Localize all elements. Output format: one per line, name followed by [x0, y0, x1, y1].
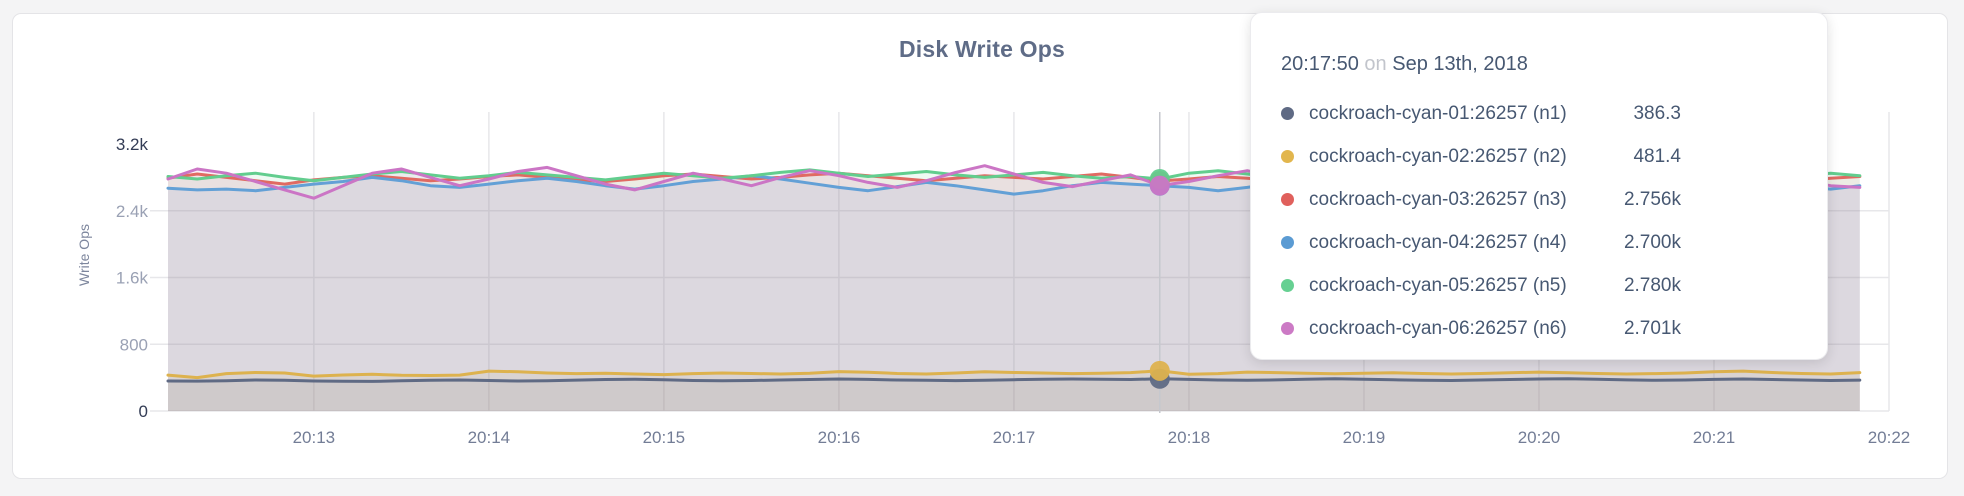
tooltip-row: cockroach-cyan-03:26257 (n3) 2.756k — [1281, 178, 1799, 221]
tooltip-row: cockroach-cyan-06:26257 (n6) 2.701k — [1281, 307, 1799, 350]
x-tick-label: 20:14 — [468, 428, 511, 447]
series-color-dot-icon — [1281, 150, 1294, 163]
hover-point-dot — [1149, 175, 1170, 196]
x-tick-label: 20:22 — [1868, 428, 1911, 447]
series-color-dot-icon — [1281, 193, 1294, 206]
tooltip-separator: on — [1364, 53, 1387, 75]
series-line — [166, 377, 1862, 383]
series-area — [168, 378, 1860, 411]
x-tick-label: 20:19 — [1343, 428, 1386, 447]
tooltip-row: cockroach-cyan-05:26257 (n5) 2.780k — [1281, 264, 1799, 307]
y-tick-label: 800 — [120, 335, 148, 354]
hover-tooltip: 20:17:50 on Sep 13th, 2018 cockroach-cya… — [1250, 12, 1828, 360]
x-tick-label: 20:13 — [293, 428, 336, 447]
chart-title: Disk Write Ops — [899, 36, 1065, 62]
tooltip-row: cockroach-cyan-01:26257 (n1) 386.3 — [1281, 92, 1799, 135]
axis-labels: 20:13 20:14 20:15 20:16 20:17 20:18 20:19 20:20… — [116, 135, 1910, 447]
series-value: 2.701k — [1623, 317, 1681, 339]
x-tick-label: 20:17 — [993, 428, 1036, 447]
series-name: cockroach-cyan-01:26257 (n1) — [1309, 102, 1567, 124]
y-tick-label: 0 — [139, 402, 148, 421]
hover-point-dot — [1149, 360, 1170, 381]
series-name: cockroach-cyan-03:26257 (n3) — [1309, 188, 1567, 210]
tooltip-time: 20:17:50 — [1281, 53, 1359, 75]
series-value: 2.700k — [1623, 231, 1681, 253]
tooltip-header: 20:17:50 on Sep 13th, 2018 — [1281, 53, 1799, 76]
x-tick-label: 20:21 — [1693, 428, 1736, 447]
x-tick-label: 20:18 — [1168, 428, 1211, 447]
series-value: 386.3 — [1633, 102, 1681, 124]
hover-dots — [1149, 169, 1170, 389]
x-tick-label: 20:15 — [643, 428, 686, 447]
x-tick-label: 20:20 — [1518, 428, 1561, 447]
series-name: cockroach-cyan-05:26257 (n5) — [1309, 274, 1567, 296]
tooltip-row: cockroach-cyan-04:26257 (n4) 2.700k — [1281, 221, 1799, 264]
series-color-dot-icon — [1281, 322, 1294, 335]
series-color-dot-icon — [1281, 107, 1294, 120]
y-tick-label: 1.6k — [116, 269, 149, 288]
series-value: 2.756k — [1623, 188, 1681, 210]
tooltip-rows: cockroach-cyan-01:26257 (n1) 386.3 cockroa… — [1281, 92, 1799, 350]
y-tick-label: 3.2k — [116, 135, 149, 154]
series-name: cockroach-cyan-04:26257 (n4) — [1309, 231, 1567, 253]
series-line — [166, 369, 1862, 380]
y-tick-label: 2.4k — [116, 202, 149, 221]
series-value: 481.4 — [1633, 145, 1681, 167]
series-name: cockroach-cyan-02:26257 (n2) — [1309, 145, 1567, 167]
series-color-dot-icon — [1281, 279, 1294, 292]
series-color-dot-icon — [1281, 236, 1294, 249]
series-name: cockroach-cyan-06:26257 (n6) — [1309, 317, 1567, 339]
series-value: 2.780k — [1623, 274, 1681, 296]
x-tick-label: 20:16 — [818, 428, 861, 447]
tooltip-date: Sep 13th, 2018 — [1392, 53, 1528, 75]
tooltip-row: cockroach-cyan-02:26257 (n2) 481.4 — [1281, 135, 1799, 178]
